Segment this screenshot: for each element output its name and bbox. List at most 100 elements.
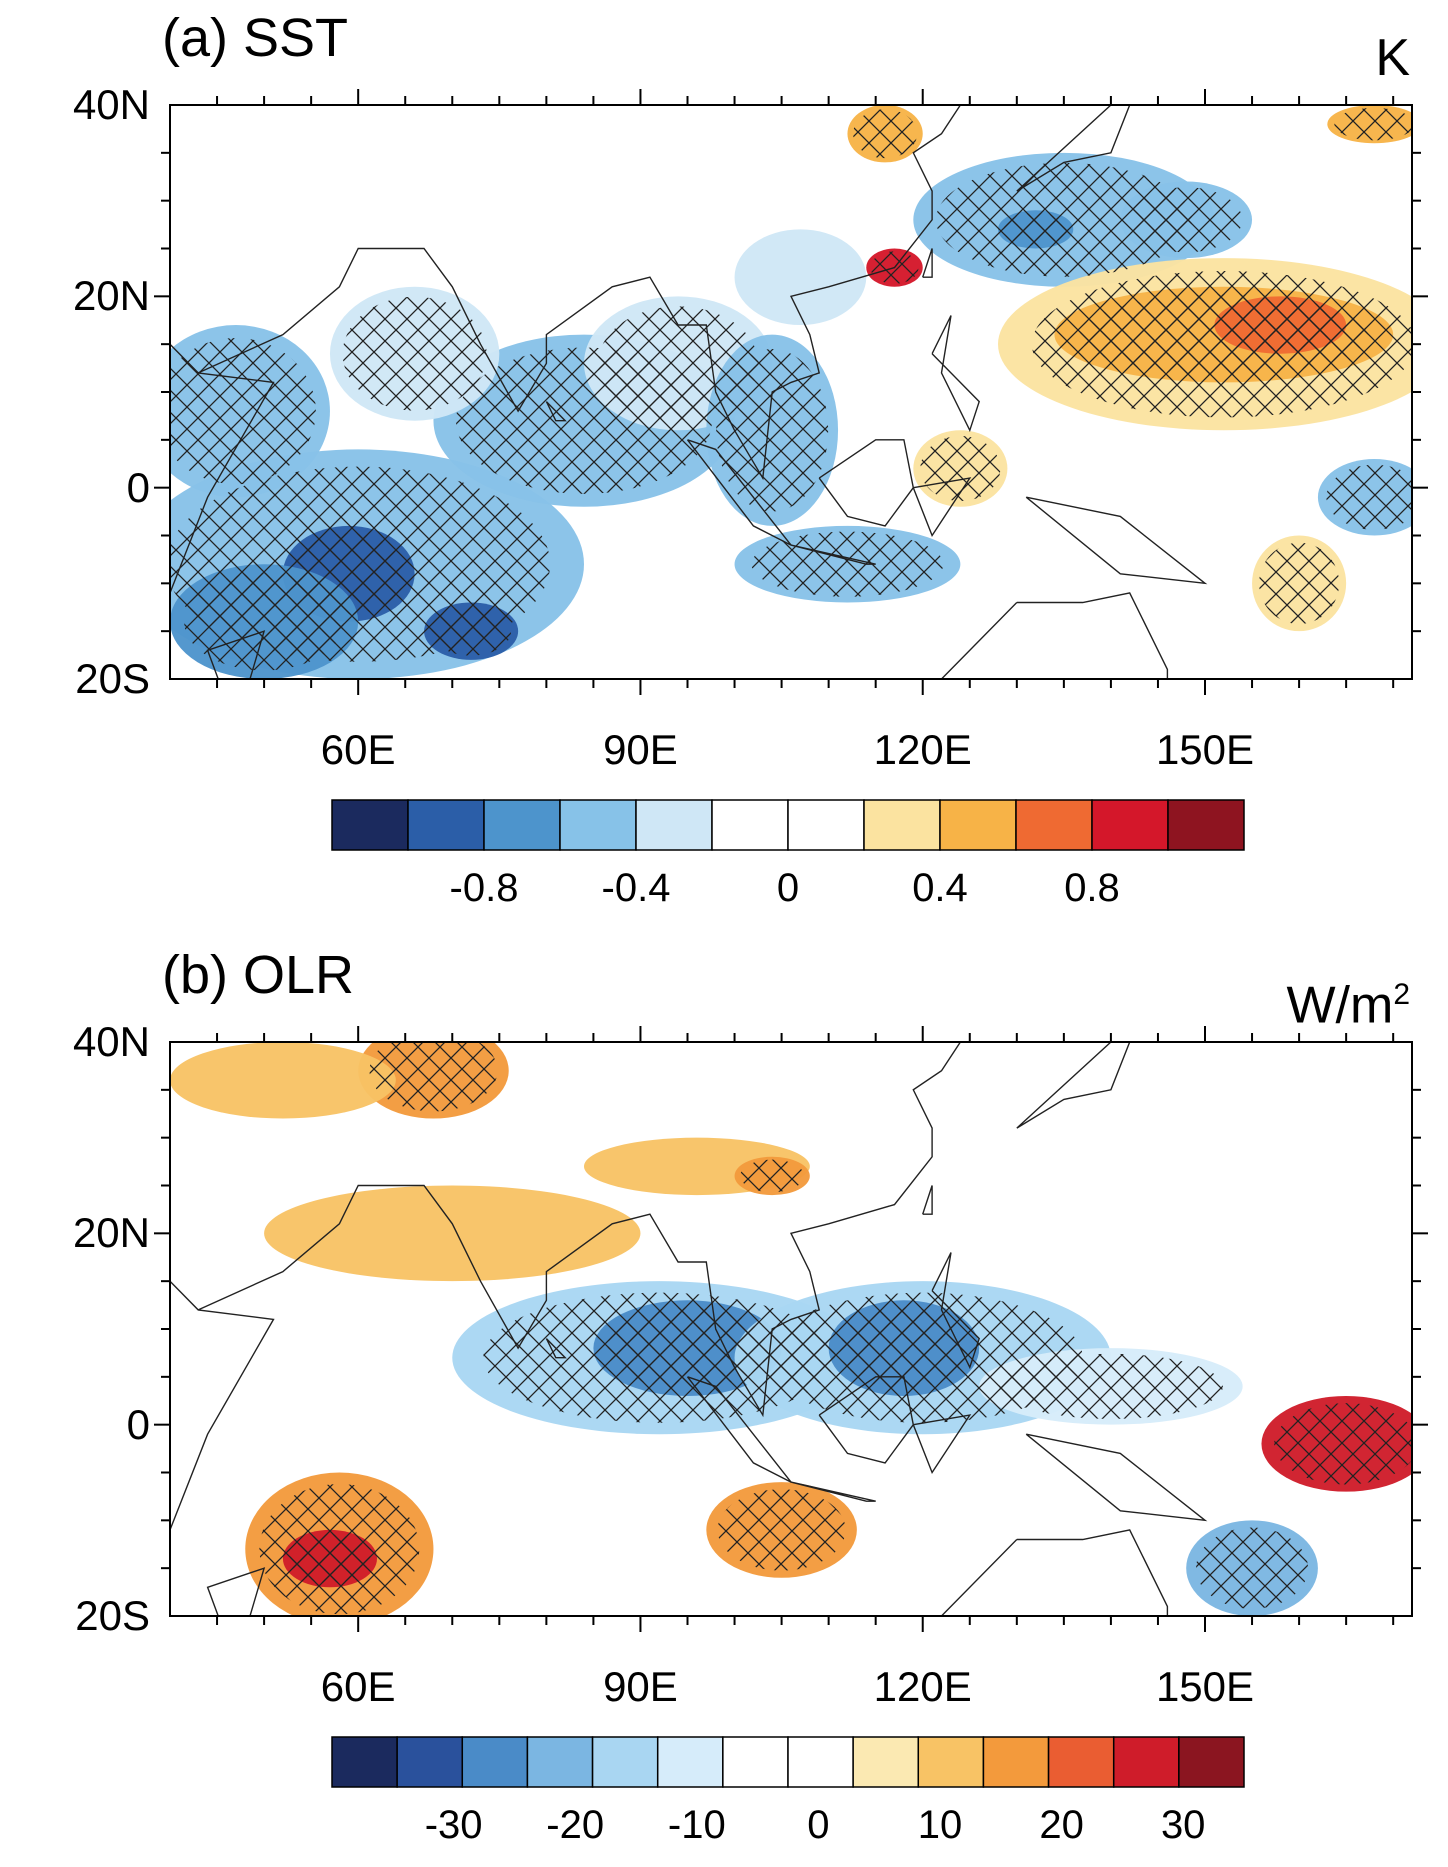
coastline [1025,1433,1208,1522]
coastline [912,477,972,538]
colorbar-box [982,1736,1050,1788]
colorbar-box [461,1736,529,1788]
colorbar-box [917,1736,985,1788]
colorbar-label: 0.4 [912,866,968,910]
significance-hatch [1259,542,1340,624]
field [170,1042,1412,1616]
colorbar-box [407,799,485,851]
coastline [545,1338,567,1359]
x-tick-label: 120E [873,726,972,773]
y-tick-label: 40N [72,81,150,128]
coastline [931,315,980,433]
significance-hatch [920,436,1001,502]
significance-hatch [431,606,512,656]
olr-map [154,1026,1428,1788]
colorbar-box [787,1736,854,1788]
coastline [206,630,266,679]
panel-title: (a) SST [162,8,349,68]
colorbar-box [1112,1736,1180,1788]
colorbar-box [331,1736,398,1788]
y-tick-label: 40N [72,1018,150,1065]
x-tick-label: 90E [603,1663,678,1710]
coastline [206,1567,266,1616]
colorbar-box [656,1736,724,1788]
colorbar-box [331,799,409,851]
significance-hatch [1334,107,1412,141]
colorbar-box [396,1736,464,1788]
significance-hatch [598,306,759,421]
significance-hatch [1196,1527,1309,1609]
significance-hatch [717,1489,846,1571]
coastline [197,105,961,481]
x-tick-label: 60E [320,1663,396,1710]
x-tick-label: 60E [320,726,396,773]
significance-hatch [1003,213,1068,246]
significance-hatch [1326,464,1412,530]
x-tick-label: 150E [1155,1663,1255,1710]
colorbar-label: -30 [424,1803,483,1847]
colorbar-label: -0.4 [601,866,671,910]
colorbar-label: 0 [776,866,800,910]
colorbar-label: -0.8 [449,866,519,910]
coastline [1016,1042,1131,1129]
colorbar-box [1091,799,1169,851]
colorbar-box [1047,1736,1115,1788]
coastline [1025,496,1208,585]
y-tick-label: 20N [72,272,150,320]
coastline [545,401,567,422]
units-text: W/m [1286,976,1394,1035]
anomaly-patch [847,1501,999,1578]
significance-hatch [369,1042,498,1112]
coastline [170,1280,275,1531]
coastline [940,592,1169,679]
colorbar-label: 10 [917,1803,963,1847]
significance-hatch [289,1534,370,1583]
coastline [940,1529,1169,1616]
significance-hatch [853,109,918,159]
significance-hatch [1274,1403,1412,1485]
significance-hatch [716,348,829,512]
panel-title: (b) OLR [162,945,355,1005]
significance-hatch [1224,300,1337,350]
anomaly-patch [1167,1080,1412,1234]
y-tick-label: 0 [126,463,150,511]
colorbar-label: 30 [1160,1803,1206,1847]
y-tick-label: 20S [75,655,150,702]
coastline [912,1414,972,1475]
colorbar-box [711,799,789,851]
significance-hatch [184,572,345,671]
anomaly-patch [734,229,867,326]
significance-hatch [740,1159,805,1193]
colorbar-box [526,1736,594,1788]
significance-hatch [839,1307,968,1389]
coastline [790,544,876,565]
colorbar-box [559,799,637,851]
colorbar-box [1178,1736,1245,1788]
x-tick-label: 120E [873,1663,972,1710]
sst-map [154,89,1428,851]
significance-hatch [170,337,316,485]
significance-hatch [935,162,1192,277]
y-tick-label: 20S [75,1592,150,1639]
y-tick-label: 20N [72,1209,150,1257]
colorbar-box [939,799,1017,851]
colorbar-box [483,799,561,851]
colorbar-label: 20 [1039,1803,1084,1847]
colorbar-box [591,1736,659,1788]
y-tick-label: 0 [126,1400,150,1448]
colorbar-box [635,799,713,851]
coastline [790,1481,876,1502]
colorbar-label: -10 [667,1803,726,1847]
anomaly-patch [170,1042,396,1119]
units-label: K [1375,29,1410,87]
colorbar-box [787,799,865,851]
colorbar-box [852,1736,920,1788]
coastline [1016,105,1131,192]
colorbar-label: 0 [807,1803,830,1847]
coastline [931,1252,980,1370]
coastline [170,343,275,594]
colorbar-box [863,799,941,851]
significance-hatch [998,1353,1223,1419]
units-label: W/m2 [1286,965,1410,1035]
significance-hatch [751,531,944,597]
